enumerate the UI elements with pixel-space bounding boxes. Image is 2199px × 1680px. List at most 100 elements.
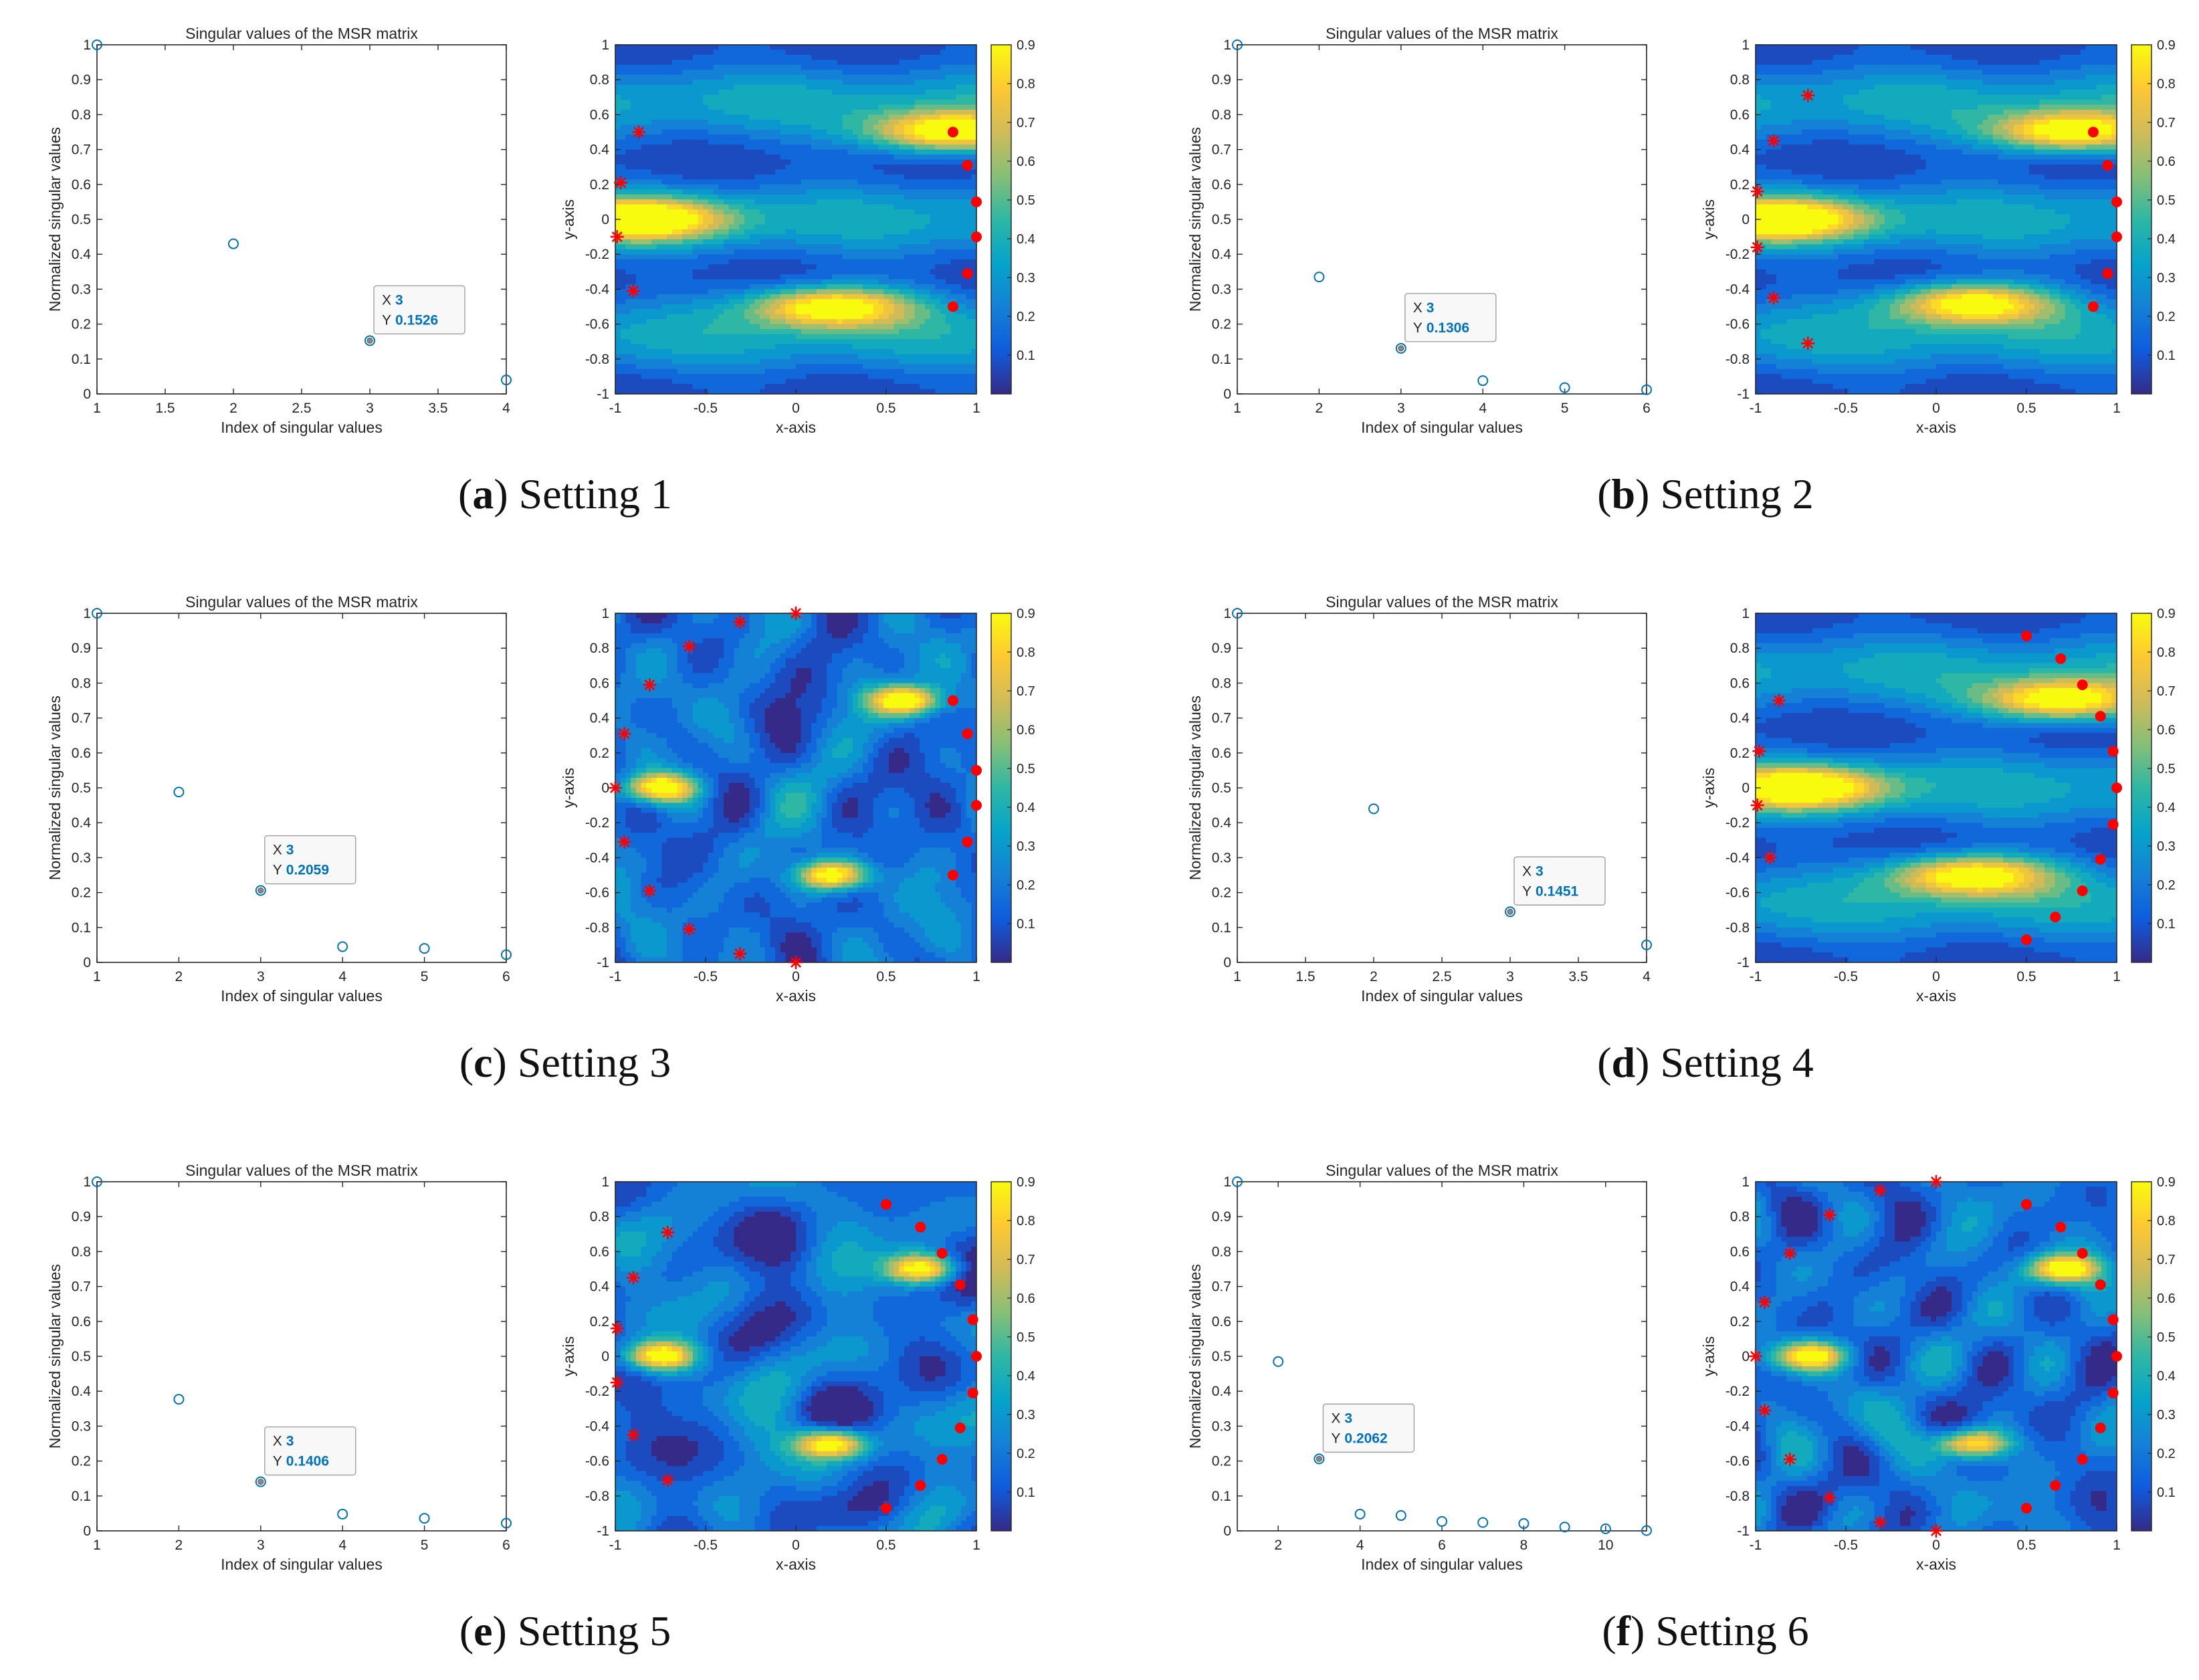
- field-cell: [956, 214, 962, 220]
- field-cell: [806, 179, 812, 185]
- field-cell: [708, 74, 714, 80]
- field-cell: [935, 219, 941, 225]
- field-cell: [899, 199, 905, 205]
- field-cell: [734, 279, 740, 285]
- field-cell: [883, 348, 889, 354]
- field-cell: [739, 369, 745, 375]
- field-cell: [708, 90, 714, 96]
- field-cell: [677, 64, 683, 70]
- field-cell: [806, 174, 812, 180]
- field-cell: [940, 324, 946, 330]
- field-cell: [646, 249, 652, 255]
- field-cell: [806, 154, 812, 161]
- field-cell: [661, 139, 667, 145]
- field-cell: [760, 254, 766, 260]
- field-cell: [904, 294, 910, 300]
- field-cell: [764, 309, 771, 315]
- datatip-box[interactable]: [373, 285, 465, 335]
- field-cell: [873, 319, 879, 325]
- field-cell: [760, 309, 766, 315]
- field-cell: [971, 274, 976, 280]
- field-cell: [698, 324, 704, 330]
- field-cell: [760, 354, 766, 360]
- field-cell: [920, 45, 926, 51]
- field-cell: [764, 294, 771, 300]
- data-point[interactable]: [92, 39, 102, 50]
- field-cell: [744, 149, 750, 155]
- field-cell: [909, 348, 916, 354]
- field-cell: [775, 74, 781, 80]
- field-cell: [883, 45, 889, 51]
- field-cell: [780, 164, 787, 171]
- field-cell: [852, 324, 859, 330]
- field-cell: [899, 45, 905, 51]
- field-cell: [728, 344, 735, 350]
- field-cell: [651, 254, 657, 260]
- field-cell: [837, 139, 843, 145]
- field-cell: [688, 64, 694, 70]
- field-cell: [661, 199, 667, 205]
- field-cell: [682, 60, 688, 66]
- field-cell: [734, 294, 740, 300]
- field-cell: [625, 194, 631, 200]
- field-cell: [760, 174, 766, 180]
- field-cell: [950, 329, 956, 335]
- field-cell: [671, 74, 678, 80]
- field-cell: [667, 279, 673, 285]
- field-cell: [661, 179, 667, 185]
- field-cell: [651, 224, 657, 230]
- field-cell: [671, 189, 678, 195]
- field-cell: [698, 54, 704, 60]
- field-cell: [796, 104, 802, 110]
- field-cell: [930, 324, 936, 330]
- field-cell: [692, 224, 699, 230]
- field-cell: [796, 379, 802, 385]
- x-tick-label: 3.5: [428, 401, 447, 416]
- field-cell: [661, 159, 667, 165]
- field-cell: [718, 64, 724, 70]
- field-cell: [950, 254, 956, 260]
- field-cell: [635, 219, 642, 225]
- field-cell: [873, 54, 879, 60]
- field-cell: [734, 324, 740, 330]
- field-cell: [924, 329, 931, 335]
- data-point[interactable]: [501, 375, 512, 386]
- field-cell: [971, 319, 976, 325]
- field-cell: [924, 129, 931, 135]
- field-cell: [888, 184, 895, 190]
- field-cell: [734, 144, 740, 150]
- field-cell: [930, 179, 936, 185]
- field-cell: [883, 229, 889, 235]
- field-cell: [667, 100, 673, 106]
- field-cell: [909, 74, 916, 80]
- field-cell: [801, 299, 807, 305]
- field-cell: [847, 129, 853, 135]
- field-cell: [698, 204, 704, 210]
- field-cell: [656, 344, 663, 350]
- field-cell: [801, 344, 807, 350]
- data-point[interactable]: [364, 335, 375, 346]
- field-cell: [960, 354, 967, 360]
- field-cell: [728, 289, 735, 295]
- field-cell: [888, 45, 895, 51]
- field-cell: [677, 254, 683, 260]
- data-point[interactable]: [228, 238, 239, 249]
- field-cell: [971, 254, 976, 260]
- field-cell: [749, 149, 755, 155]
- field-cell: [682, 144, 688, 150]
- field-cell: [635, 194, 642, 200]
- field-cell: [971, 304, 976, 310]
- field-cell: [940, 214, 946, 220]
- field-cell: [651, 314, 657, 320]
- field-cell: [821, 239, 827, 245]
- field-cell: [863, 284, 869, 290]
- field-cell: [821, 319, 827, 325]
- field-cell: [894, 154, 900, 161]
- field-cell: [832, 254, 838, 260]
- field-cell: [775, 90, 781, 96]
- field-cell: [620, 284, 627, 290]
- field-cell: [749, 174, 755, 180]
- field-cell: [806, 60, 812, 66]
- field-cell: [873, 234, 879, 240]
